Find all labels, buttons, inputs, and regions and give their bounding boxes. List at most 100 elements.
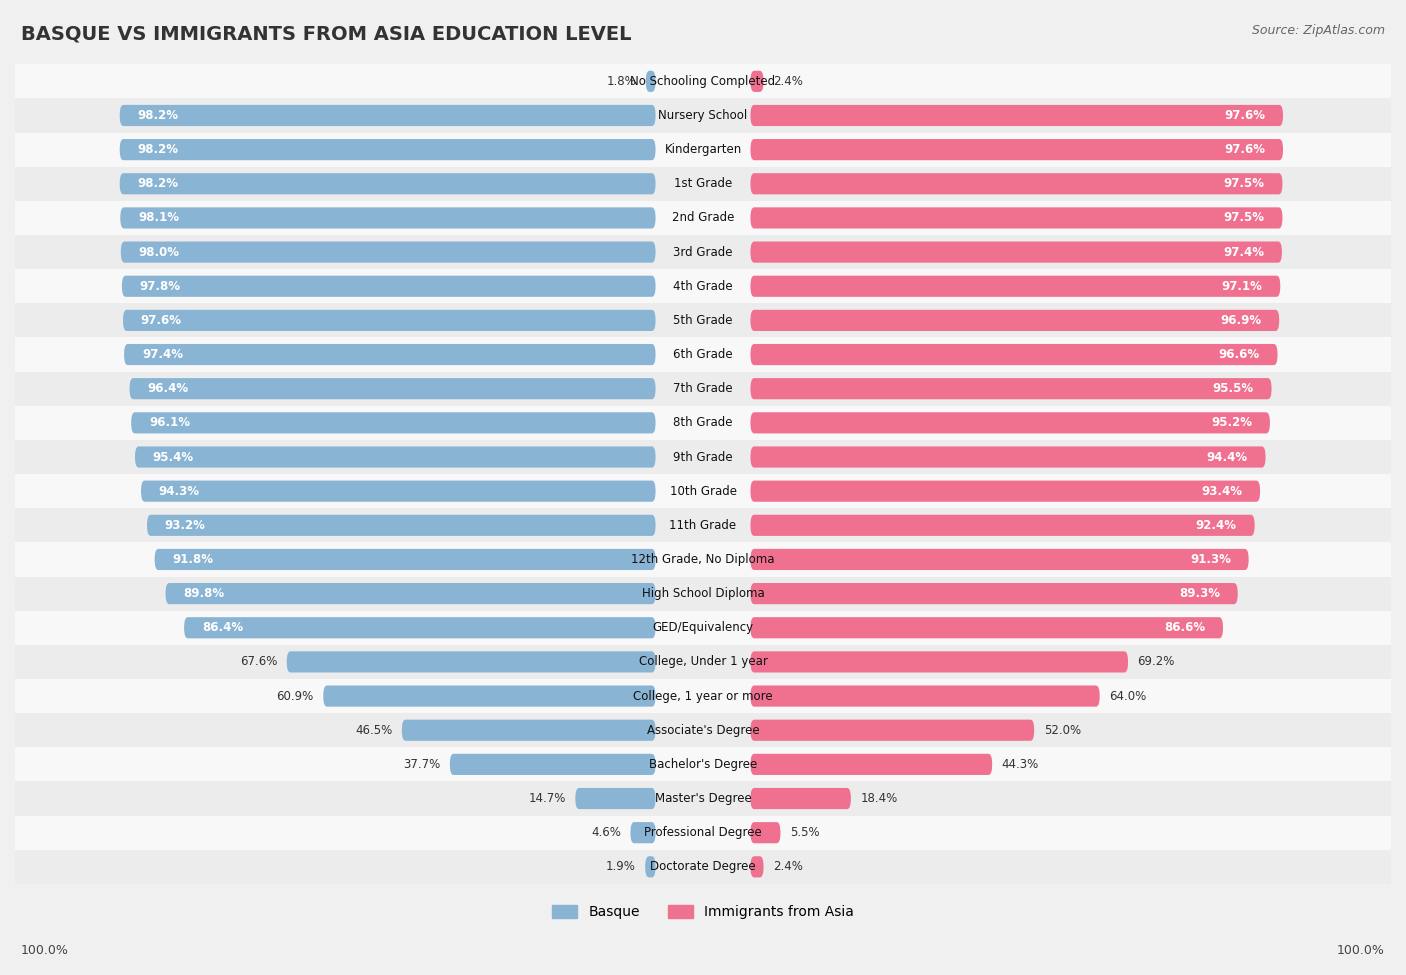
Bar (15, 64, 1391, 98)
FancyBboxPatch shape (402, 720, 655, 741)
Text: 91.3%: 91.3% (1189, 553, 1230, 566)
Text: 95.5%: 95.5% (1212, 382, 1254, 395)
Text: 89.3%: 89.3% (1178, 587, 1220, 601)
FancyBboxPatch shape (166, 583, 655, 604)
FancyBboxPatch shape (129, 378, 655, 400)
FancyBboxPatch shape (751, 549, 1249, 570)
Text: 94.4%: 94.4% (1206, 450, 1247, 463)
Text: 52.0%: 52.0% (1043, 723, 1081, 737)
Text: 97.4%: 97.4% (1223, 246, 1264, 258)
Legend: Basque, Immigrants from Asia: Basque, Immigrants from Asia (547, 900, 859, 925)
Text: 91.8%: 91.8% (173, 553, 214, 566)
Bar (15, 201, 1391, 235)
FancyBboxPatch shape (184, 617, 655, 639)
Text: 14.7%: 14.7% (529, 792, 565, 805)
FancyBboxPatch shape (751, 651, 1128, 673)
Text: 12th Grade, No Diploma: 12th Grade, No Diploma (631, 553, 775, 566)
Bar (15, 576, 1391, 610)
Text: 94.3%: 94.3% (159, 485, 200, 497)
Text: 1.8%: 1.8% (606, 75, 637, 88)
Text: 2.4%: 2.4% (773, 860, 803, 874)
FancyBboxPatch shape (751, 105, 1284, 126)
Text: 98.2%: 98.2% (138, 177, 179, 190)
Bar (15, 644, 1391, 679)
Text: 18.4%: 18.4% (860, 792, 897, 805)
Text: 2nd Grade: 2nd Grade (672, 212, 734, 224)
Text: 8th Grade: 8th Grade (673, 416, 733, 429)
Text: 67.6%: 67.6% (240, 655, 277, 669)
Text: 93.4%: 93.4% (1201, 485, 1243, 497)
FancyBboxPatch shape (751, 208, 1282, 228)
Text: 96.1%: 96.1% (149, 416, 190, 429)
FancyBboxPatch shape (287, 651, 655, 673)
FancyBboxPatch shape (751, 378, 1271, 400)
FancyBboxPatch shape (131, 412, 655, 434)
FancyBboxPatch shape (121, 242, 655, 262)
FancyBboxPatch shape (751, 412, 1270, 434)
Text: 1st Grade: 1st Grade (673, 177, 733, 190)
Text: 6th Grade: 6th Grade (673, 348, 733, 361)
Text: 1.9%: 1.9% (606, 860, 636, 874)
Text: College, Under 1 year: College, Under 1 year (638, 655, 768, 669)
Text: 96.9%: 96.9% (1220, 314, 1261, 327)
Text: 69.2%: 69.2% (1137, 655, 1175, 669)
FancyBboxPatch shape (122, 276, 655, 296)
FancyBboxPatch shape (155, 549, 655, 570)
FancyBboxPatch shape (450, 754, 655, 775)
Text: 97.6%: 97.6% (141, 314, 181, 327)
FancyBboxPatch shape (122, 310, 655, 331)
FancyBboxPatch shape (751, 71, 763, 92)
Bar (15, 98, 1391, 133)
Bar (15, 167, 1391, 201)
Text: 44.3%: 44.3% (1001, 758, 1039, 771)
Text: 100.0%: 100.0% (21, 945, 69, 957)
Text: 97.6%: 97.6% (1225, 109, 1265, 122)
Text: 97.8%: 97.8% (139, 280, 181, 292)
Text: 98.2%: 98.2% (138, 143, 179, 156)
Text: 96.4%: 96.4% (148, 382, 188, 395)
FancyBboxPatch shape (120, 174, 655, 194)
Bar (15, 679, 1391, 713)
Text: Kindergarten: Kindergarten (665, 143, 741, 156)
FancyBboxPatch shape (751, 242, 1282, 262)
FancyBboxPatch shape (141, 481, 655, 502)
FancyBboxPatch shape (751, 139, 1284, 160)
Text: 2.4%: 2.4% (773, 75, 803, 88)
Text: 3rd Grade: 3rd Grade (673, 246, 733, 258)
Text: Source: ZipAtlas.com: Source: ZipAtlas.com (1251, 24, 1385, 37)
Bar (15, 269, 1391, 303)
FancyBboxPatch shape (323, 685, 655, 707)
Bar (15, 747, 1391, 781)
Text: 5th Grade: 5th Grade (673, 314, 733, 327)
Text: 86.4%: 86.4% (202, 621, 243, 635)
Text: 98.0%: 98.0% (139, 246, 180, 258)
Text: 4.6%: 4.6% (591, 826, 621, 839)
Text: 93.2%: 93.2% (165, 519, 205, 531)
Bar (15, 713, 1391, 747)
Text: Doctorate Degree: Doctorate Degree (650, 860, 756, 874)
Text: 64.0%: 64.0% (1109, 689, 1146, 703)
FancyBboxPatch shape (645, 856, 655, 878)
Text: 7th Grade: 7th Grade (673, 382, 733, 395)
Bar (15, 781, 1391, 816)
FancyBboxPatch shape (751, 515, 1254, 536)
Text: Associate's Degree: Associate's Degree (647, 723, 759, 737)
FancyBboxPatch shape (751, 447, 1265, 468)
Text: 97.5%: 97.5% (1223, 177, 1264, 190)
Bar (15, 816, 1391, 850)
FancyBboxPatch shape (630, 822, 655, 843)
Text: BASQUE VS IMMIGRANTS FROM ASIA EDUCATION LEVEL: BASQUE VS IMMIGRANTS FROM ASIA EDUCATION… (21, 24, 631, 43)
Bar (15, 542, 1391, 576)
FancyBboxPatch shape (120, 105, 655, 126)
Text: 9th Grade: 9th Grade (673, 450, 733, 463)
Text: 96.6%: 96.6% (1219, 348, 1260, 361)
Text: No Schooling Completed: No Schooling Completed (630, 75, 776, 88)
Text: College, 1 year or more: College, 1 year or more (633, 689, 773, 703)
FancyBboxPatch shape (121, 208, 655, 228)
FancyBboxPatch shape (751, 822, 780, 843)
Text: 5.5%: 5.5% (790, 826, 820, 839)
Bar (15, 371, 1391, 406)
Text: High School Diploma: High School Diploma (641, 587, 765, 601)
FancyBboxPatch shape (645, 71, 655, 92)
FancyBboxPatch shape (751, 174, 1282, 194)
